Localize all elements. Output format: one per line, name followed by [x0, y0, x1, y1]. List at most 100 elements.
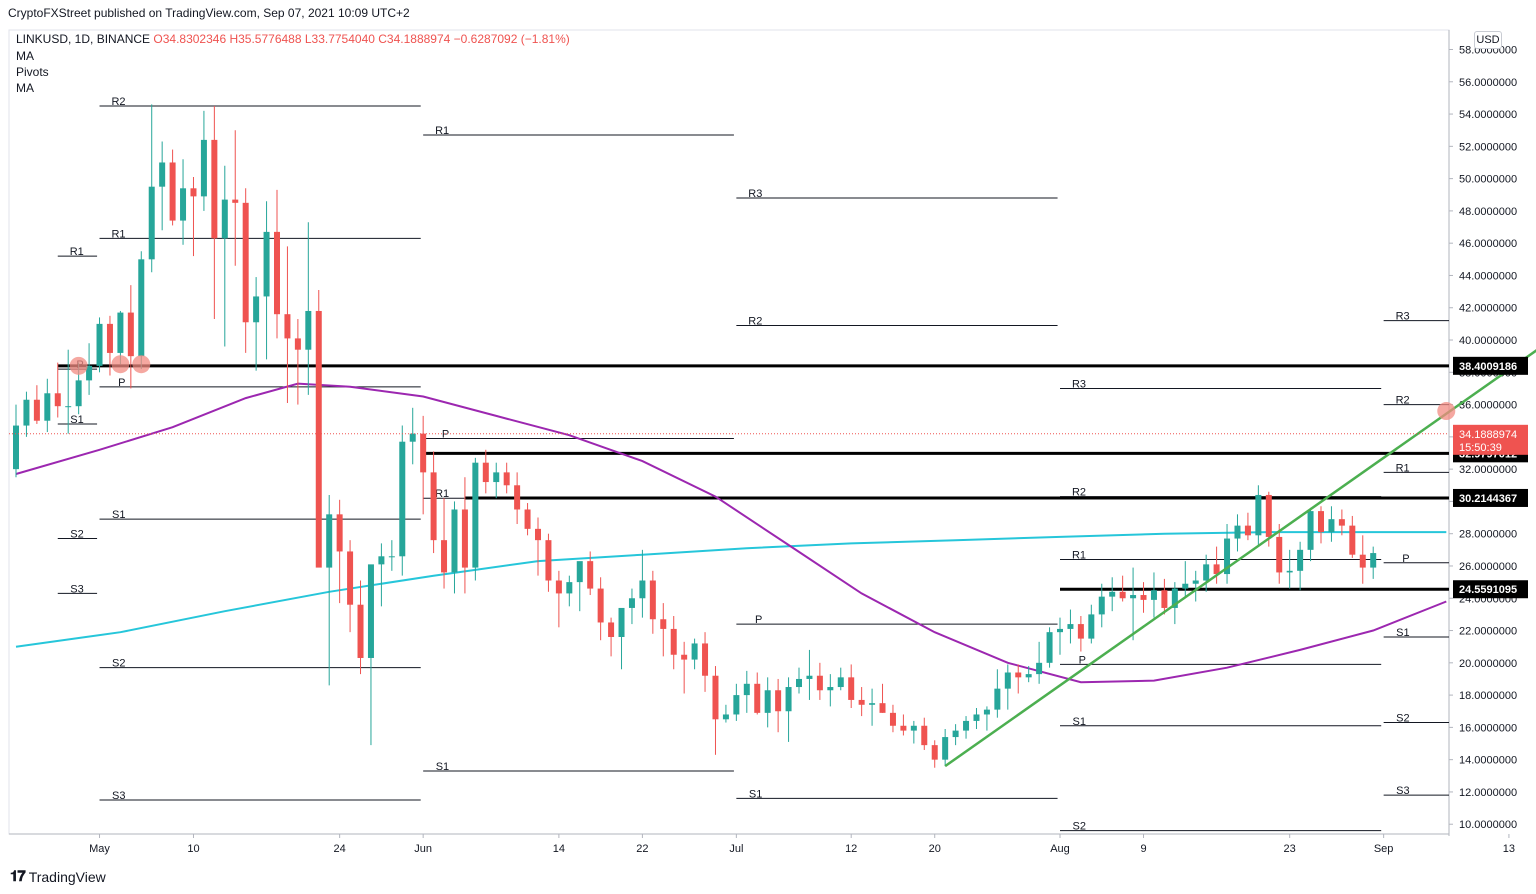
candle-body [211, 139, 218, 239]
candle [326, 494, 333, 686]
candle-body [1015, 672, 1022, 678]
candle-body [13, 425, 19, 470]
price-tick-label: 10.0000000 [1459, 819, 1517, 831]
pivot-label: P [118, 377, 125, 389]
candle [263, 201, 270, 360]
candle [576, 561, 583, 612]
candle-body [1307, 511, 1314, 550]
candle [1057, 617, 1063, 655]
candle-body [190, 188, 197, 197]
candle-body [315, 310, 322, 568]
candle [1370, 546, 1377, 579]
pivot-label: P [755, 614, 762, 626]
candle-body [357, 604, 364, 658]
candle [347, 540, 354, 633]
plot-frame [8, 29, 1450, 835]
candle-body [86, 365, 93, 381]
candle-body [702, 643, 709, 676]
price-tick-label: 58.0000000 [1459, 45, 1517, 57]
candle-body [566, 582, 573, 594]
candle-body [587, 561, 594, 589]
indicator-label-pivots[interactable]: Pivots [16, 65, 49, 79]
candle-body [378, 556, 385, 565]
candle-body [545, 540, 552, 581]
candle [848, 664, 855, 709]
candle [618, 607, 625, 670]
candle-body [263, 231, 270, 297]
candle [420, 415, 427, 515]
pivot-label: S1 [70, 414, 83, 426]
candle [1036, 641, 1043, 684]
price-tick-label: 44.0000000 [1459, 270, 1517, 282]
price-tick-label: 26.0000000 [1459, 561, 1517, 573]
candle-body [1276, 536, 1283, 573]
price-tick-label: 16.0000000 [1459, 722, 1517, 734]
candle-body [1004, 672, 1011, 689]
candle-body [514, 485, 521, 510]
candle-body [681, 654, 688, 660]
time-tick-label: 20 [929, 843, 941, 855]
candle [1203, 554, 1210, 592]
candle-body [848, 677, 855, 700]
pivot-label: S1 [1396, 627, 1409, 639]
candle [503, 462, 510, 494]
time-axis: May 10 24 Jun 14 22 Jul 12 20 Aug 9 23 Sep 13 [89, 834, 1515, 855]
price-tick-label: 32.0000000 [1459, 464, 1517, 476]
tradingview-logo[interactable]: 𝟏𝟕 TradingView [10, 868, 106, 885]
candle-body [1265, 494, 1272, 537]
candle [785, 677, 792, 742]
candle [1130, 567, 1137, 641]
candle-body [221, 199, 228, 239]
candle-body [253, 296, 260, 323]
pivot-label: S1 [1073, 716, 1086, 728]
candle-body [336, 514, 343, 552]
candle-body [1036, 662, 1043, 675]
price-tick-label: 52.0000000 [1459, 141, 1517, 153]
candle [702, 632, 709, 692]
candle [399, 425, 406, 576]
candle [921, 717, 928, 750]
pivot-label: R1 [435, 125, 449, 137]
price-tick-label: 22.0000000 [1459, 626, 1517, 638]
candle [670, 616, 677, 670]
pivot-label: S2 [112, 658, 125, 670]
symbol-name[interactable]: LINKUSD, 1D, BINANCE [16, 32, 151, 46]
indicator-label-ma-2[interactable]: MA [16, 81, 34, 95]
candle [963, 716, 970, 739]
pivot-label: S1 [436, 761, 449, 773]
candle [1234, 514, 1241, 552]
candle [722, 704, 729, 723]
currency-button[interactable]: USD [1474, 31, 1502, 49]
candle [910, 720, 917, 744]
candle-body [326, 514, 333, 568]
indicator-label-ma-1[interactable]: MA [16, 49, 34, 63]
candle-body [399, 441, 406, 557]
candle [691, 638, 698, 670]
price-tick-label: 36.0000000 [1459, 400, 1517, 412]
candle [545, 533, 552, 592]
candle-body [1349, 525, 1356, 555]
candle-body [54, 393, 61, 407]
candle-body [1130, 595, 1137, 599]
candle-body [754, 683, 761, 713]
last-price-tag-label: 34.1888974 [1459, 429, 1517, 441]
candle [294, 319, 301, 405]
candle [827, 674, 834, 707]
candle-body [44, 393, 51, 421]
candle [357, 580, 364, 675]
candle [1015, 664, 1022, 694]
candle-body [1192, 580, 1199, 584]
candle [211, 105, 218, 320]
candle [159, 141, 166, 231]
candle-body [639, 580, 646, 599]
candle [524, 503, 531, 536]
pivot-label: R1 [435, 488, 449, 500]
candle-body [889, 712, 896, 726]
candle [200, 110, 207, 211]
candle-body [879, 703, 886, 713]
moving-average-fast [15, 382, 1447, 684]
candle-body [1318, 511, 1324, 533]
candle-body [1286, 570, 1293, 573]
publisher-line: CryptoFXStreet published on TradingView.… [8, 6, 410, 20]
